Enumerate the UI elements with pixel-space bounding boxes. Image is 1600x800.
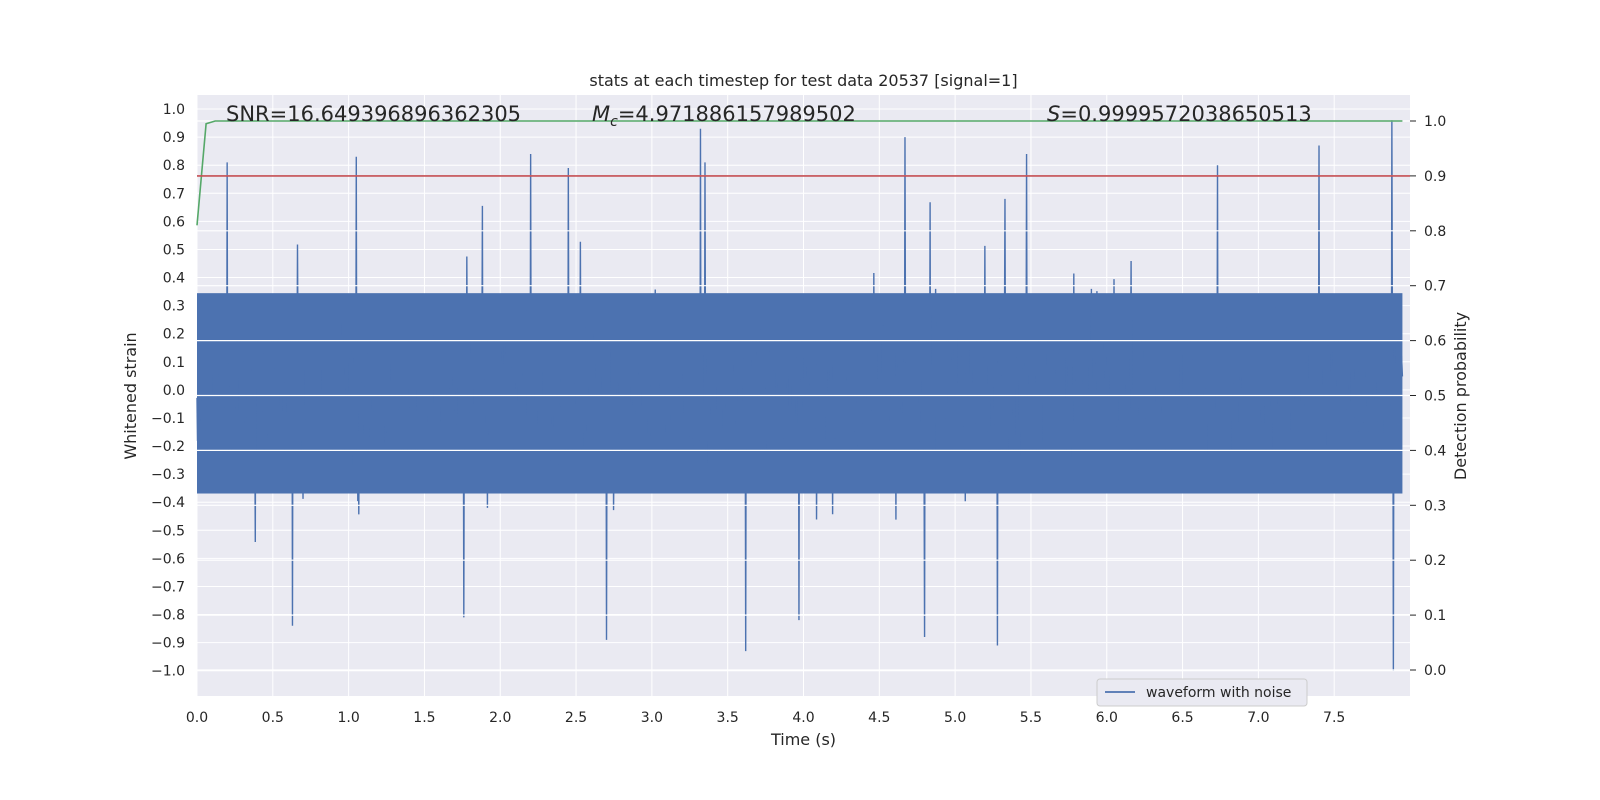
left-y-tick-label: 0.2	[163, 327, 185, 343]
x-tick-label: 1.0	[337, 710, 359, 726]
right-y-tick-label: 0.4	[1424, 443, 1446, 459]
x-tick-label: 6.5	[1171, 710, 1193, 726]
chart-title: stats at each timestep for test data 205…	[589, 71, 1017, 90]
left-y-tick-label: 0.3	[163, 299, 185, 315]
waveform-series	[196, 120, 1404, 671]
right-y-tick-label: 0.2	[1424, 553, 1446, 569]
left-y-axis-label: Whitened strain	[121, 332, 140, 459]
right-y-tick-label: 1.0	[1424, 114, 1446, 130]
snr-annotation: SNR=16.649396896362305	[226, 102, 521, 126]
x-tick-label: 5.0	[944, 710, 966, 726]
left-y-tick-label: 0.9	[163, 130, 185, 146]
chirp-mass-subscript: c	[610, 114, 618, 130]
right-y-tick-label: 0.8	[1424, 224, 1446, 240]
x-tick-label: 5.5	[1020, 710, 1042, 726]
left-y-tick-label: −0.8	[151, 608, 185, 624]
right-y-tick-labels: 1.0 0.9 0.8 0.7 0.6 0.5 0.4 0.3 0.2 0.1 0.0	[1410, 114, 1446, 679]
left-y-tick-label: 0.7	[163, 186, 185, 202]
x-tick-label: 3.5	[717, 710, 739, 726]
x-tick-label: 4.0	[792, 710, 814, 726]
left-y-tick-label: −0.5	[151, 523, 185, 539]
left-y-tick-label: 0.0	[163, 383, 185, 399]
x-tick-label: 0.5	[262, 710, 284, 726]
right-y-tick-label: 0.7	[1424, 279, 1446, 295]
left-y-tick-label: −0.9	[151, 636, 185, 652]
x-tick-label: 2.5	[565, 710, 587, 726]
x-tick-labels: 0.0 0.5 1.0 1.5 2.0 2.5 3.0 3.5 4.0 4.5 5.0 5.5 6.0 6…	[186, 710, 1345, 726]
left-y-tick-label: 0.6	[163, 214, 185, 230]
legend-label-waveform: waveform with noise	[1146, 685, 1291, 701]
left-y-tick-labels: 1.0 0.9 0.8 0.7 0.6 0.5 0.4 0.3 0.2 0.1 0.0 −0.1 −0.…	[151, 102, 185, 680]
right-y-tick-label: 0.3	[1424, 498, 1446, 514]
probability-series	[196, 120, 1410, 226]
left-y-tick-label: −0.4	[151, 495, 185, 511]
left-y-tick-label: 1.0	[163, 102, 185, 118]
left-y-tick-label: −1.0	[151, 664, 185, 680]
left-y-tick-label: 0.1	[163, 355, 185, 371]
right-y-axis-label: Detection probability	[1451, 312, 1470, 480]
x-tick-label: 4.5	[868, 710, 890, 726]
x-tick-label: 3.0	[641, 710, 663, 726]
x-tick-label: 7.0	[1247, 710, 1269, 726]
right-y-tick-label: 0.9	[1424, 169, 1446, 185]
left-y-tick-label: −0.2	[151, 439, 185, 455]
left-y-tick-label: −0.7	[151, 579, 185, 595]
x-tick-label: 7.5	[1323, 710, 1345, 726]
left-y-tick-label: −0.6	[151, 551, 185, 567]
right-y-tick-label: 0.1	[1424, 608, 1446, 624]
x-tick-label: 2.0	[489, 710, 511, 726]
detection-probability-line	[196, 120, 1403, 226]
right-y-tick-label: 0.5	[1424, 389, 1446, 405]
chirp-mass-value: =4.971886157989502	[618, 102, 856, 126]
chirp-mass-symbol: M	[592, 102, 610, 126]
left-y-tick-label: 0.8	[163, 158, 185, 174]
left-y-tick-label: 0.4	[163, 271, 185, 287]
x-axis-label: Time (s)	[770, 730, 836, 749]
s-annotation: S=0.9999572038650513	[1047, 102, 1312, 126]
waveform-line	[196, 120, 1404, 671]
x-tick-label: 6.0	[1096, 710, 1118, 726]
s-value: =0.9999572038650513	[1060, 102, 1311, 126]
left-y-tick-label: 0.5	[163, 242, 185, 258]
legend-box	[1096, 678, 1308, 707]
s-symbol: S	[1047, 102, 1060, 126]
legend: waveform with noise	[1096, 678, 1308, 707]
x-tick-label: 0.0	[186, 710, 208, 726]
x-tick-label: 1.5	[413, 710, 435, 726]
left-y-tick-label: −0.1	[151, 411, 185, 427]
right-y-tick-label: 0.6	[1424, 334, 1446, 350]
left-y-tick-label: −0.3	[151, 467, 185, 483]
right-y-tick-label: 0.0	[1424, 663, 1446, 679]
chirp-mass-annotation: Mc=4.971886157989502	[592, 102, 856, 130]
